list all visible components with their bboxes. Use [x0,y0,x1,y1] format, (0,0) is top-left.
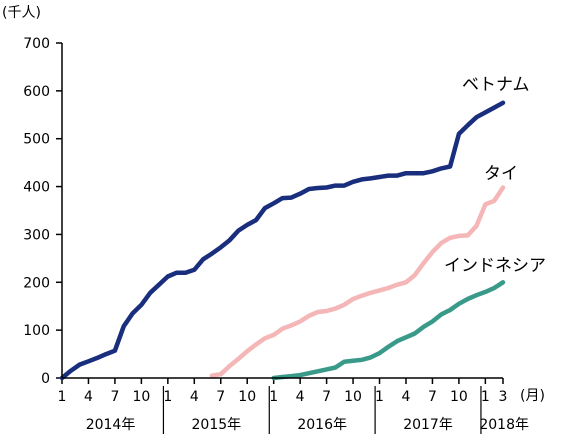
y-tick-label: 300 [23,227,50,243]
year-label: 2017年 [403,417,453,433]
y-axis-ticks: 0 100 200 300 400 500 600 700 [23,36,62,387]
x-tick-label: 4 [84,389,93,405]
series-label-thailand: タイ [484,164,518,184]
series-line-1 [209,185,506,378]
series-lines [59,100,506,381]
year-label: 2018年 [479,417,529,433]
y-tick-label: 200 [23,275,50,291]
series-label-vietnam: ベトナム [462,75,530,95]
y-tick-label: 600 [23,84,50,100]
x-tick-label: 3 [499,389,508,405]
x-tick-label: 10 [132,389,150,405]
y-axis-unit-label: (千人) [2,5,41,21]
y-tick-label: 100 [23,323,50,339]
x-axis-ticks: 1 4 7 10 1 4 7 10 1 4 7 10 1 4 7 10 1 3 [58,378,508,405]
series-line-2 [271,280,506,381]
x-tick-label: 4 [296,389,305,405]
x-tick-label: 10 [344,389,362,405]
y-tick-label: 400 [23,180,50,196]
x-tick-label: 10 [238,389,256,405]
year-label: 2015年 [192,417,242,433]
x-tick-label: 1 [481,389,490,405]
series-label-indonesia: インドネシア [444,256,546,276]
x-axis-unit-label: (月) [520,388,545,404]
x-tick-label: 7 [428,389,437,405]
x-tick-label: 7 [322,389,331,405]
x-tick-label: 1 [163,389,172,405]
y-tick-label: 700 [23,36,50,52]
y-tick-label: 0 [41,371,50,387]
x-tick-label: 4 [402,389,411,405]
x-tick-label: 1 [375,389,384,405]
x-tick-label: 1 [58,389,67,405]
x-tick-label: 7 [110,389,119,405]
x-tick-label: 7 [216,389,225,405]
x-tick-label: 4 [190,389,199,405]
year-label: 2016年 [297,417,347,433]
year-label: 2014年 [86,417,136,433]
series-line-0 [59,100,506,381]
y-tick-label: 500 [23,132,50,148]
x-tick-label: 1 [269,389,278,405]
year-labels: 2014年 2015年 2016年 2017年 2018年 [86,386,529,434]
x-tick-label: 10 [450,389,468,405]
